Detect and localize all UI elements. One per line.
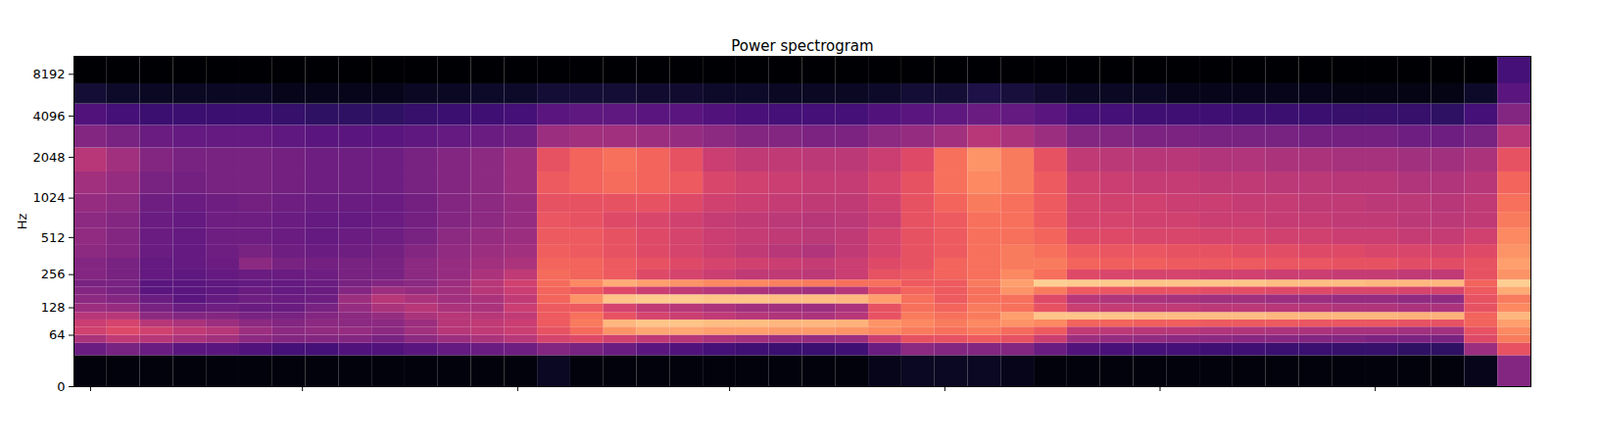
svg-text:64: 64 bbox=[48, 327, 66, 342]
svg-text:256: 256 bbox=[41, 266, 66, 282]
svg-text:0: 0 bbox=[56, 379, 65, 394]
svg-text:2048: 2048 bbox=[32, 149, 65, 165]
svg-text:Power spectrogram: Power spectrogram bbox=[730, 37, 873, 55]
svg-text:8192: 8192 bbox=[32, 66, 65, 82]
svg-text:512: 512 bbox=[41, 229, 66, 244]
svg-text:Hz: Hz bbox=[14, 213, 30, 231]
svg-text:128: 128 bbox=[41, 299, 66, 315]
svg-text:1024: 1024 bbox=[32, 190, 65, 205]
svg-text:4096: 4096 bbox=[32, 108, 65, 124]
